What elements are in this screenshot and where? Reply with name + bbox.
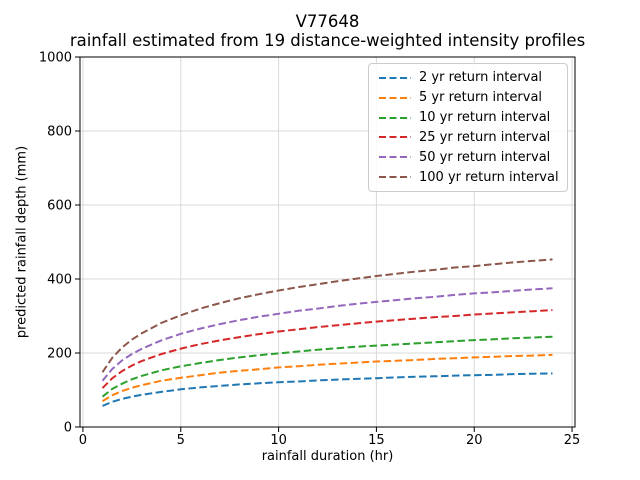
legend-item: 100 yr return interval (379, 170, 559, 185)
y-tick-label: 200 (47, 347, 72, 362)
legend: 2 yr return interval 5 yr return interval… (368, 63, 568, 192)
legend-dash-sample (379, 116, 411, 119)
legend-dash-sample (379, 96, 411, 99)
y-axis-label: predicted rainfall depth (mm) (14, 145, 30, 339)
chart-title-line1: V77648 (295, 12, 360, 31)
legend-dash-sample (379, 176, 411, 179)
legend-label: 50 yr return interval (419, 149, 551, 165)
series-line-100yr (101, 258, 553, 373)
x-tick-label: 0 (79, 433, 87, 448)
y-tick-label: 1000 (39, 51, 72, 66)
legend-label: 10 yr return interval (419, 110, 551, 126)
y-tick-label: 600 (47, 199, 72, 214)
legend-dash-sample (379, 156, 411, 159)
legend-item: 2 yr return interval (379, 70, 559, 85)
legend-dash-sample (379, 136, 411, 139)
chart-title: V77648 rainfall estimated from 19 distan… (0, 12, 640, 50)
x-tick-label: 10 (270, 433, 287, 448)
y-tick-label: 400 (47, 273, 72, 288)
legend-label: 100 yr return interval (419, 169, 559, 185)
legend-item: 5 yr return interval (379, 90, 559, 105)
legend-item: 25 yr return interval (379, 130, 559, 145)
legend-item: 10 yr return interval (379, 110, 559, 125)
x-tick-label: 25 (564, 433, 581, 448)
legend-label: 2 yr return interval (419, 70, 543, 86)
series-line-25yr (101, 309, 553, 389)
x-tick-label: 15 (368, 433, 385, 448)
series-line-2yr (102, 372, 553, 407)
legend-dash-sample (379, 76, 411, 79)
chart-title-line2: rainfall estimated from 19 distance-weig… (69, 31, 586, 50)
legend-label: 25 yr return interval (419, 129, 551, 145)
series-line-5yr (101, 353, 553, 402)
legend-item: 50 yr return interval (379, 150, 559, 165)
y-tick-label: 800 (47, 125, 72, 140)
x-axis-label: rainfall duration (hr) (261, 449, 394, 464)
legend-label: 5 yr return interval (419, 90, 543, 106)
series-line-50yr (101, 287, 553, 382)
x-tick-label: 5 (177, 433, 185, 448)
y-tick-label: 0 (64, 421, 72, 436)
axes-frame (79, 56, 576, 428)
x-tick-label: 20 (466, 433, 483, 448)
series-line-10yr (101, 335, 553, 398)
